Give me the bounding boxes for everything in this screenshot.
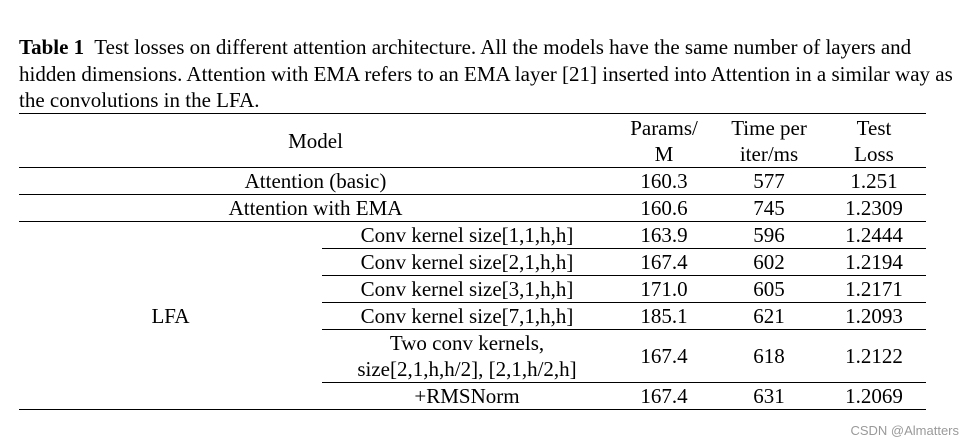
table-row: +RMSNorm 167.4 631 1.2069 xyxy=(19,382,927,410)
watermark: CSDN @Almatters xyxy=(850,423,959,438)
cell-params: 167.4 xyxy=(612,329,717,383)
cell-loss: 1.2093 xyxy=(822,302,927,330)
cell-time: 618 xyxy=(716,329,823,383)
header-time: Time per iter/ms xyxy=(716,113,823,168)
cell-params: 160.6 xyxy=(612,194,717,222)
cell-variant: Conv kernel size[2,1,h,h] xyxy=(322,248,613,276)
header-params-line2: M xyxy=(654,141,674,166)
cell-params: 171.0 xyxy=(612,275,717,303)
cell-time: 602 xyxy=(716,248,823,276)
cell-time: 577 xyxy=(716,167,823,195)
header-time-line1: Time per xyxy=(731,115,807,140)
cell-model-lfa: LFA xyxy=(19,221,322,410)
results-table: Model Params/M Time per iter/ms Test Loss … xyxy=(19,113,927,410)
header-loss-line1: Test xyxy=(856,115,892,140)
cell-params: 185.1 xyxy=(612,302,717,330)
cell-time: 605 xyxy=(716,275,823,303)
cell-params: 167.4 xyxy=(612,382,717,410)
cell-params: 160.3 xyxy=(612,167,717,195)
cell-model: Attention with EMA xyxy=(19,194,613,222)
header-loss: Test Loss xyxy=(822,113,927,168)
cell-variant: +RMSNorm xyxy=(322,382,613,410)
cell-variant: Two conv kernels, size[2,1,h,h/2], [2,1,h… xyxy=(322,329,613,383)
table-row: Conv kernel size[7,1,h,h] 185.1 621 1.20… xyxy=(19,302,927,330)
header-time-line2: iter/ms xyxy=(739,141,799,166)
table-row: Conv kernel size[2,1,h,h] 167.4 602 1.21… xyxy=(19,248,927,276)
cell-params: 163.9 xyxy=(612,221,717,249)
table-row: LFA Conv kernel size[1,1,h,h] 163.9 596 … xyxy=(19,221,927,410)
table-caption: Table 1 Test losses on different attenti… xyxy=(19,34,959,114)
cell-time: 745 xyxy=(716,194,823,222)
cell-variant: Conv kernel size[7,1,h,h] xyxy=(322,302,613,330)
cell-time: 631 xyxy=(716,382,823,410)
cell-loss: 1.2171 xyxy=(822,275,927,303)
cell-variant: Conv kernel size[1,1,h,h] xyxy=(322,221,613,249)
cell-params: 167.4 xyxy=(612,248,717,276)
header-loss-line2: Loss xyxy=(854,141,894,166)
cell-loss: 1.251 xyxy=(822,167,927,195)
cell-loss: 1.2194 xyxy=(822,248,927,276)
table-row: Two conv kernels, size[2,1,h,h/2], [2,1,h… xyxy=(19,329,927,383)
table-row: Conv kernel size[3,1,h,h] 171.0 605 1.21… xyxy=(19,275,927,303)
cell-variant-line2: size[2,1,h,h/2], [2,1,h/2,h] xyxy=(357,357,577,381)
cell-loss: 1.2122 xyxy=(822,329,927,383)
cell-time: 596 xyxy=(716,221,823,249)
header-params-line1: Params/ xyxy=(630,115,698,140)
header-model: Model xyxy=(19,113,613,168)
cell-loss: 1.2444 xyxy=(822,221,927,249)
cell-model: Attention (basic) xyxy=(19,167,613,195)
table-row: Attention with EMA 160.6 745 1.2309 xyxy=(19,194,927,222)
caption-text: Test losses on different attention archi… xyxy=(19,35,953,112)
cell-variant: Conv kernel size[3,1,h,h] xyxy=(322,275,613,303)
table-header-row: Model Params/M Time per iter/ms Test Loss xyxy=(19,113,927,168)
cell-loss: 1.2309 xyxy=(822,194,927,222)
cell-loss: 1.2069 xyxy=(822,382,927,410)
header-params: Params/M xyxy=(612,113,717,168)
cell-time: 621 xyxy=(716,302,823,330)
table-row: Attention (basic) 160.3 577 1.251 xyxy=(19,167,927,195)
cell-variant-line1: Two conv kernels, xyxy=(389,331,545,355)
table-label: Table 1 xyxy=(19,35,85,59)
